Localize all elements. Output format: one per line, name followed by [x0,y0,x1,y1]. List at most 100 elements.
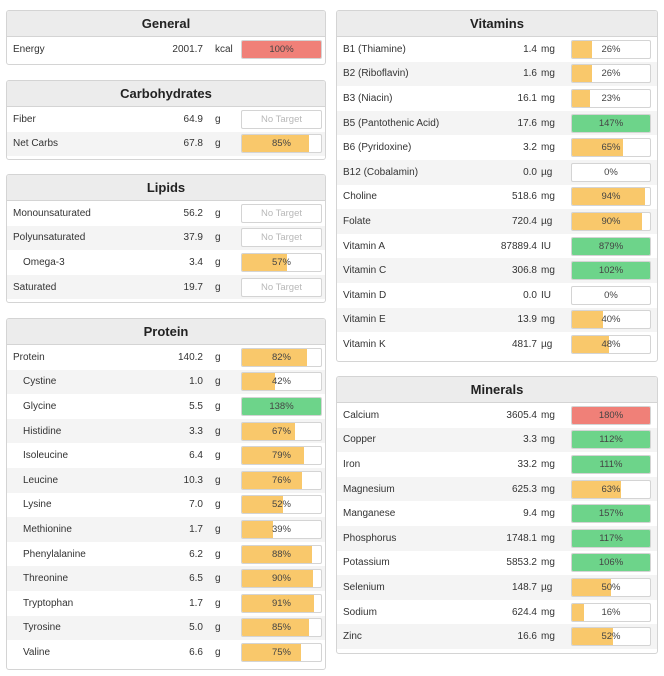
nutrient-amount: 17.6 [517,117,537,129]
nutrient-row-leucine: Leucine 10.3 g 76% [7,467,325,493]
target-percent-label: 42% [271,376,291,388]
nutrient-row-vitamin-a: Vitamin A 87889.4 IU 879% [337,234,657,259]
target-progress-bar: No Target [241,203,322,223]
target-progress-bar: 85% [241,618,322,638]
nutrient-unit: mg [541,409,555,421]
nutrient-amount: 5853.2 [506,557,537,569]
nutrient-name: Fiber [13,113,36,125]
nutrient-unit: µg [541,215,553,227]
nutrient-amount: 1.7 [189,523,203,535]
nutrient-amount: 624.4 [511,606,537,618]
target-progress-bar: 82% [241,347,322,367]
nutrient-name: Zinc [343,631,362,643]
target-percent-label: 65% [601,142,621,154]
target-progress-bar: 0% [571,162,651,182]
nutrient-name: Lysine [23,499,52,511]
target-progress-bar: 100% [241,39,322,59]
nutrient-unit: g [215,474,221,486]
target-percent-label: 90% [271,573,291,585]
target-progress-bar: 57% [241,252,322,272]
nutrient-row-isoleucine: Isoleucine 6.4 g 79% [7,443,325,468]
nutrient-amount: 3.3 [523,434,537,446]
target-percent-label: 157% [598,508,624,520]
nutrient-row-tyrosine: Tyrosine 5.0 g 85% [7,615,325,641]
target-progress-fill [242,135,310,153]
nutrient-row-choline: Choline 518.6 mg 94% [337,185,657,210]
nutrient-unit: µg [541,581,553,593]
target-percent-label: 67% [271,425,291,437]
target-progress-fill [572,529,650,547]
nutrient-unit: g [215,523,221,535]
nutrient-amount: 10.3 [183,474,203,486]
target-percent-label: 76% [271,474,291,486]
nutrient-row-omega-3: Omega-3 3.4 g 57% [7,250,325,275]
target-progress-fill [242,422,295,440]
nutrient-amount: 481.7 [511,338,537,350]
nutrient-unit: g [215,138,221,150]
target-percent-label: 88% [271,548,291,560]
target-progress-bar: 147% [571,113,651,133]
panel-title: Vitamins [337,11,657,37]
nutrient-amount: 3.3 [189,425,203,437]
row-list: Protein 140.2 g 82% Cystine 1.0 g 42% Glycine 5.5… [7,345,325,665]
nutrient-amount: 306.8 [511,265,537,277]
target-progress-fill [572,335,610,353]
nutrient-unit: mg [541,508,555,520]
nutrient-amount: 5.5 [189,400,203,412]
nutrient-amount: 1.4 [523,43,537,55]
nutrient-unit: mg [541,606,555,618]
nutrient-amount: 9.4 [523,508,537,520]
target-percent-label: 117% [599,532,623,544]
minerals-panel: Minerals Calcium 3605.4 mg 180% Copper 3.3 mg 1… [336,376,658,654]
nutrient-unit: mg [541,314,555,326]
target-progress-fill [572,455,650,473]
nutrient-row-glycine: Glycine 5.5 g 138% [7,394,325,419]
target-percent-label: 90% [601,215,621,227]
nutrient-name: Glycine [23,400,57,412]
nutrient-unit: mg [541,458,555,470]
target-progress-fill [572,311,604,329]
target-progress-fill [242,520,273,538]
nutrient-name: Net Carbs [13,138,59,150]
target-percent-label: 0% [604,166,618,178]
nutrient-name: Vitamin K [343,338,386,350]
nutrient-amount: 140.2 [177,351,203,363]
nutrient-row-copper: Copper 3.3 mg 112% [337,427,657,453]
nutrient-amount: 518.6 [511,191,537,203]
target-percent-label: No Target [260,207,302,219]
target-percent-label: 57% [271,256,291,268]
target-progress-bar: 50% [571,577,651,597]
nutrient-amount: 0.0 [523,289,537,301]
target-percent-label: 100% [269,43,294,55]
target-percent-label: No Target [260,113,302,125]
nutrient-name: Polyunsaturated [13,232,86,244]
nutrient-unit: g [215,450,221,462]
nutrient-row-calcium: Calcium 3605.4 mg 180% [337,403,657,428]
target-progress-fill [242,40,321,58]
panel-title: Carbohydrates [7,81,325,107]
target-percent-label: 63% [601,483,621,495]
nutrient-name: B12 (Cobalamin) [343,166,419,178]
target-percent-label: 94% [601,191,621,203]
nutrient-row-energy: Energy 2001.7 kcal 100% [7,37,325,62]
nutrient-row-b5-pantothenic-acid: B5 (Pantothenic Acid) 17.6 mg 147% [337,110,657,136]
target-progress-fill [572,212,643,230]
target-progress-bar: 48% [571,334,651,354]
nutrient-unit: µg [541,166,553,178]
row-list: B1 (Thiamine) 1.4 mg 26% B2 (Riboflavin) 1.6 m… [337,37,657,357]
nutrient-amount: 1.6 [523,68,537,80]
nutrient-unit: kcal [215,43,233,55]
nutrient-name: Calcium [343,409,380,421]
target-percent-label: 106% [598,557,624,569]
nutrient-unit: mg [541,557,555,569]
nutrient-amount: 5.0 [189,622,203,634]
nutrient-unit: IU [541,289,551,301]
target-progress-fill [242,397,321,415]
target-progress-fill [242,570,314,588]
nutrient-name: Monounsaturated [13,207,91,219]
nutrient-name: Vitamin A [343,240,386,252]
nutrient-row-selenium: Selenium 148.7 µg 50% [337,575,657,600]
target-percent-label: 102% [598,265,624,277]
row-list: Energy 2001.7 kcal 100% [7,37,325,62]
nutrient-amount: 1.7 [189,597,203,609]
